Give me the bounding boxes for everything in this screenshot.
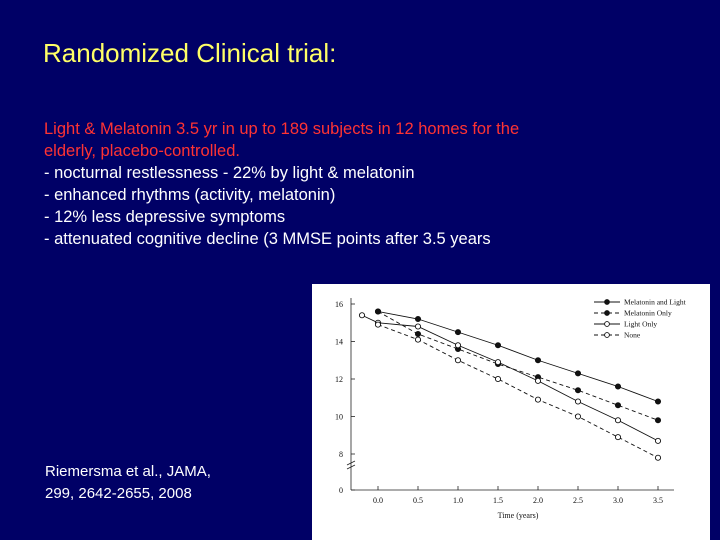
data-point	[414, 315, 422, 323]
series-line	[361, 314, 659, 442]
slide-body: Light & Melatonin 3.5 yr in up to 189 su…	[44, 118, 684, 250]
data-point	[494, 375, 502, 383]
citation: Riemersma et al., JAMA, 299, 2642-2655, …	[45, 461, 211, 505]
legend-marker	[604, 321, 610, 327]
y-tick-label: 0	[339, 486, 343, 495]
legend-label: Light Only	[624, 320, 657, 329]
y-tick-label: 12	[335, 375, 343, 384]
bullet-item: - 12% less depressive symptoms	[44, 208, 286, 226]
citation-line: 299, 2642-2655, 2008	[45, 485, 192, 502]
line-chart: 0 8 10 12 14 16 0.0 0.5 1.0 1.5 2.0 2.5 3.0 3.5 Time (…	[335, 298, 687, 521]
data-point	[454, 329, 462, 336]
legend-label: None	[624, 331, 641, 340]
data-point	[414, 323, 422, 330]
x-tick-label: 2.0	[533, 496, 543, 505]
x-axis-label: Time (years)	[498, 511, 539, 520]
bullet-item: - nocturnal restlessness - 22% by light …	[44, 164, 415, 182]
x-tick-label: 0.0	[373, 496, 383, 505]
x-tick-label: 2.5	[573, 496, 583, 505]
data-point	[534, 377, 542, 384]
x-tick-label: 0.5	[413, 496, 423, 505]
data-point	[654, 417, 662, 424]
data-point	[614, 402, 622, 409]
data-point	[574, 413, 582, 420]
data-point	[534, 396, 542, 403]
data-point	[614, 417, 622, 424]
x-tick-label: 3.5	[653, 496, 663, 505]
data-point	[414, 330, 422, 338]
slide-title: Randomized Clinical trial:	[43, 38, 337, 68]
series-line	[377, 324, 659, 459]
data-point	[374, 321, 382, 328]
x-tick-label: 3.0	[613, 496, 623, 505]
series-line	[377, 311, 659, 402]
data-point	[374, 308, 382, 315]
legend-marker	[604, 332, 610, 338]
y-tick-label: 14	[335, 338, 343, 347]
data-point	[614, 434, 622, 441]
x-tick-label: 1.5	[493, 496, 503, 505]
bullet-item: - attenuated cognitive decline (3 MMSE p…	[44, 230, 491, 248]
legend-marker	[604, 310, 610, 316]
data-point	[574, 370, 582, 377]
citation-line: Riemersma et al., JAMA,	[45, 463, 211, 480]
data-point	[414, 336, 422, 343]
legend-label: Melatonin Only	[624, 309, 672, 318]
data-point	[454, 357, 462, 364]
data-point	[494, 342, 502, 349]
y-tick-label: 8	[339, 450, 343, 459]
intro-line: Light & Melatonin 3.5 yr in up to 189 su…	[44, 120, 520, 138]
bullet-item: - enhanced rhythms (activity, melatonin)	[44, 186, 336, 204]
chart-panel: 0 8 10 12 14 16 0.0 0.5 1.0 1.5 2.0 2.5 3.0 3.5 Time (…	[312, 284, 710, 540]
x-tick-label: 1.0	[453, 496, 463, 505]
data-point	[358, 312, 366, 319]
legend-label: Melatonin and Light	[624, 298, 687, 307]
data-point	[654, 437, 662, 444]
data-point	[614, 383, 622, 390]
data-point	[654, 454, 662, 461]
legend-marker	[604, 299, 610, 305]
y-tick-label: 16	[335, 300, 343, 309]
axis-break-mark	[346, 460, 356, 466]
data-point	[494, 359, 502, 366]
data-point	[574, 398, 582, 405]
data-point	[654, 398, 662, 405]
intro-line: elderly, placebo-controlled.	[44, 142, 240, 160]
data-point	[454, 342, 462, 349]
data-point	[534, 357, 542, 364]
y-tick-label: 10	[335, 413, 343, 422]
data-point	[574, 387, 582, 394]
axis-break-mark	[346, 464, 356, 470]
